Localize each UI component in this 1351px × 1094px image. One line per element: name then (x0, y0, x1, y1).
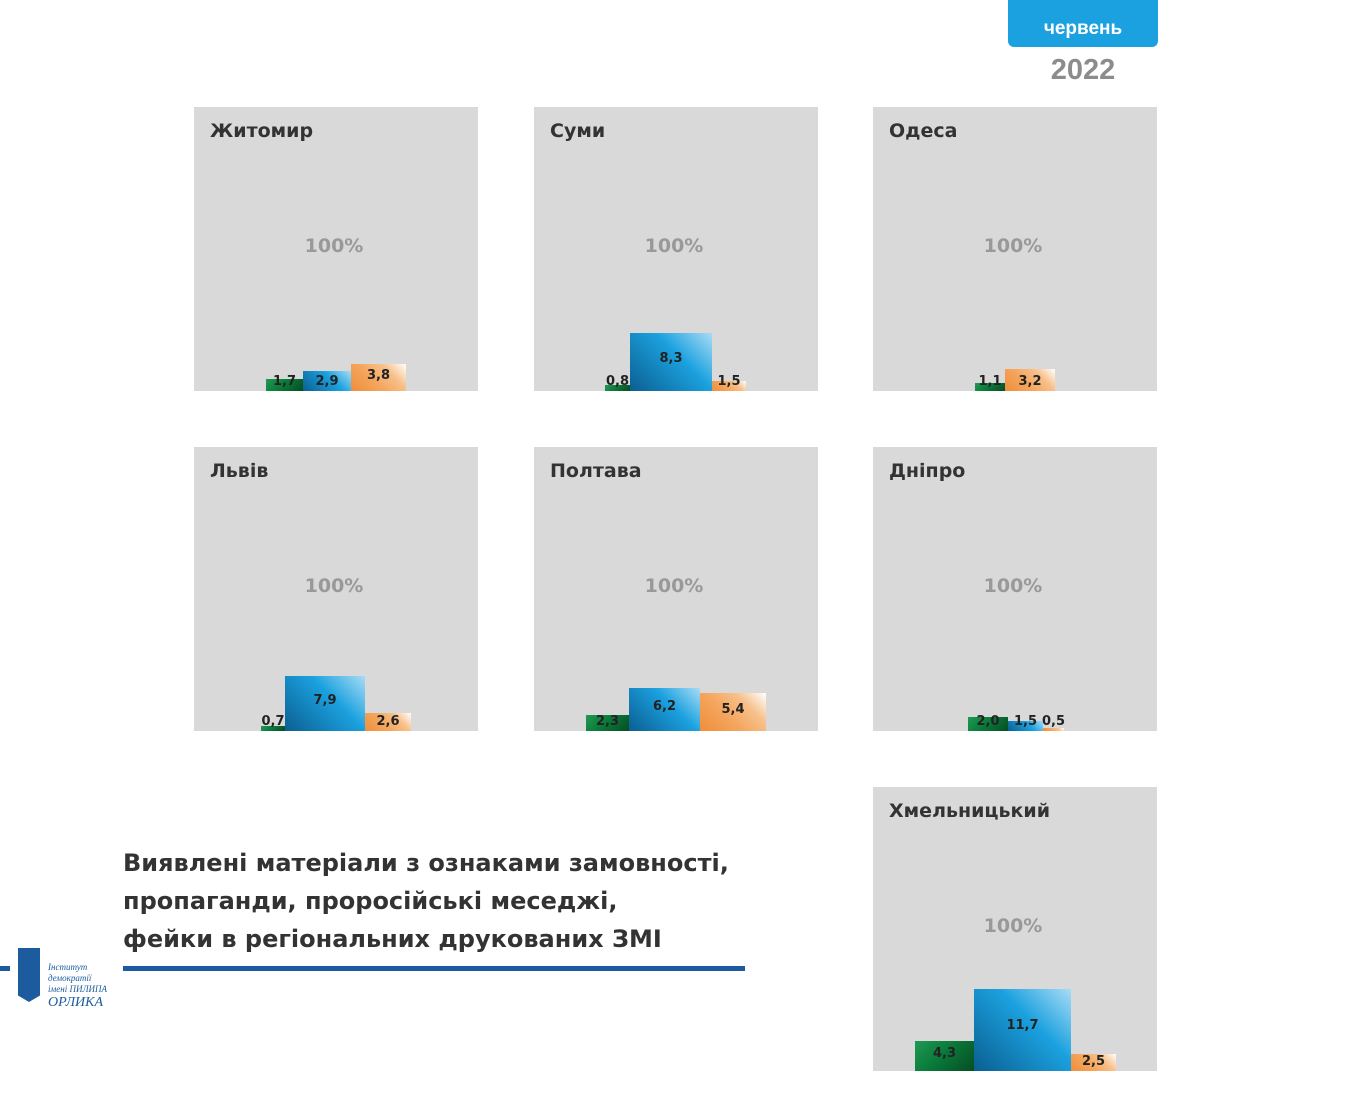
caption-line: пропаганди, проросійські меседжі, (123, 887, 618, 915)
panel-title: Львів (210, 460, 269, 482)
divider (123, 966, 745, 971)
month-tab: червень (1008, 0, 1158, 47)
bar-value-label: 2,5 (1081, 1054, 1106, 1069)
bar-blue (630, 332, 712, 391)
bar-value-label: 8,3 (659, 351, 683, 367)
bar-value-label: 2,3 (595, 714, 620, 729)
panel-total-label: 100% (304, 575, 364, 597)
bar-value-label: 11,7 (1006, 1017, 1039, 1033)
panel-total-label: 100% (983, 235, 1043, 257)
chart-panel-poltava: Полтава 100% 2,3 6,2 5,4 (534, 447, 818, 731)
chart-panel-khmelnytskyi: Хмельницький 100% 4,3 11,7 2,5 (873, 787, 1157, 1071)
logo-line1: Інститут демократії (48, 962, 92, 983)
bar-value-label: 3,8 (366, 368, 391, 384)
panel-title: Дніпро (889, 460, 966, 482)
panel-total-label: 100% (304, 235, 364, 257)
bar-green (975, 383, 1005, 391)
bar-orange (712, 380, 746, 391)
bar-orange (700, 693, 766, 731)
bar-value-label: 5,4 (721, 702, 745, 718)
bar-blue (974, 989, 1071, 1071)
bar-green (915, 1040, 974, 1071)
bar-green (968, 717, 1008, 731)
bar-green (266, 379, 303, 391)
caption-line: фейки в регіональних друкованих ЗМІ (123, 925, 662, 953)
bar-value-label: 3,2 (1018, 374, 1042, 389)
logo-text: Інститут демократії імені ПИЛИПА ОРЛИКА (48, 962, 126, 1010)
institute-logo: Інститут демократії імені ПИЛИПА ОРЛИКА (16, 944, 126, 1010)
chart-panel-odesa: Одеса 100% 1,1 3,2 (873, 107, 1157, 391)
divider-left (0, 966, 10, 971)
bar-value-label: 2,0 (976, 714, 1000, 729)
bar-value-label: 7,9 (313, 692, 337, 708)
chart-panel-zhytomyr: Житомир 100% 1,7 2,9 3,8 (194, 107, 478, 391)
bar-orange (1071, 1053, 1116, 1071)
bar-value-label: 1,1 (978, 374, 1002, 389)
logo-line2: імені ПИЛИПА (48, 984, 108, 994)
bar-value-label: 1,7 (272, 374, 297, 389)
panel-total-label: 100% (983, 575, 1043, 597)
panel-total-label: 100% (644, 575, 704, 597)
chart-panel-sumy: Суми 100% 0,8 8,3 1,5 (534, 107, 818, 391)
panel-total-label: 100% (644, 235, 704, 257)
bar-value-label: 6,2 (652, 699, 677, 715)
logo-line3: ОРЛИКА (48, 995, 104, 1010)
bar-blue (1008, 720, 1043, 731)
panel-title: Одеса (889, 120, 958, 142)
bar-blue (303, 370, 351, 391)
bar-value-label: 1,5 (717, 374, 741, 389)
panel-title: Житомир (210, 120, 314, 142)
bar-orange (1043, 727, 1064, 731)
panel-title: Хмельницький (889, 800, 1051, 822)
bar-green (605, 385, 630, 391)
caption: Виявлені матеріали з ознаками замовності… (123, 844, 763, 958)
bar-orange (365, 712, 411, 731)
panel-total-label: 100% (983, 915, 1043, 937)
shield-icon (18, 948, 40, 1002)
chart-panel-lviv: Львів 100% 0,7 7,9 2,6 (194, 447, 478, 731)
year-label: 2022 (1050, 54, 1116, 86)
bar-value-label: 0,5 (1041, 714, 1066, 729)
bar-orange (1005, 368, 1055, 391)
caption-line: Виявлені матеріали з ознаками замовності… (123, 849, 729, 877)
chart-panel-dnipro: Дніпро 100% 2,0 1,5 0,5 (873, 447, 1157, 731)
bar-green (261, 726, 285, 731)
bar-value-label: 0,7 (261, 714, 285, 729)
bar-value-label: 0,8 (605, 374, 630, 389)
panel-title: Полтава (550, 460, 642, 482)
bar-value-label: 2,9 (315, 374, 339, 389)
bar-value-label: 4,3 (932, 1046, 957, 1062)
bar-value-label: 2,6 (376, 714, 400, 729)
bar-value-label: 1,5 (1013, 714, 1038, 729)
bar-orange (351, 364, 406, 391)
bar-green (586, 714, 629, 731)
panel-title: Суми (550, 120, 606, 142)
bar-blue (285, 675, 365, 731)
bar-blue (629, 687, 700, 731)
